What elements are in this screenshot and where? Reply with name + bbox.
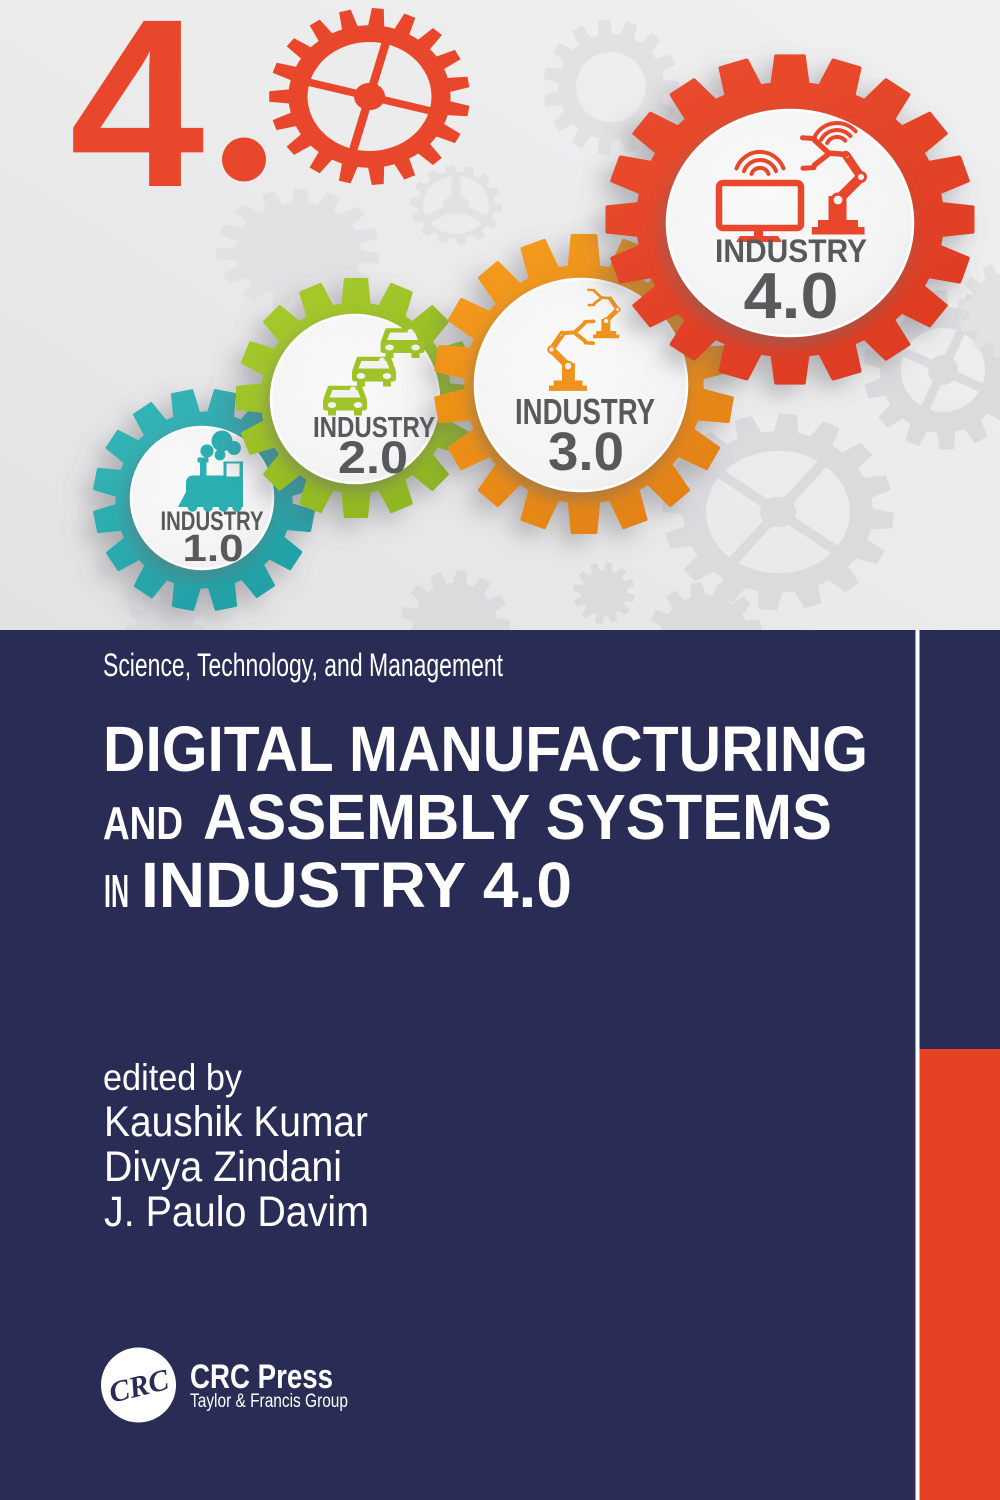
svg-text:INDUSTRY: INDUSTRY	[313, 412, 435, 444]
svg-text:INDUSTRY 4.0: INDUSTRY 4.0	[141, 849, 572, 921]
svg-text:AND: AND	[103, 797, 183, 849]
svg-text:Taylor & Francis Group: Taylor & Francis Group	[190, 1391, 348, 1412]
svg-text:INDUSTRY: INDUSTRY	[715, 233, 867, 269]
svg-text:1.0: 1.0	[183, 528, 244, 570]
svg-text:Divya Zindani: Divya Zindani	[104, 1143, 342, 1191]
svg-text:Science, Technology, and Manag: Science, Technology, and Management	[103, 647, 503, 683]
svg-text:J. Paulo Davim: J. Paulo Davim	[104, 1188, 369, 1236]
svg-text:IN: IN	[104, 865, 129, 917]
svg-text:Kaushik Kumar: Kaushik Kumar	[104, 1098, 368, 1146]
svg-text:ASSEMBLY SYSTEMS: ASSEMBLY SYSTEMS	[203, 781, 832, 853]
svg-text:4: 4	[70, 0, 205, 237]
svg-text:4.0: 4.0	[744, 259, 839, 332]
svg-text:INDUSTRY: INDUSTRY	[515, 391, 655, 432]
svg-text:edited by: edited by	[103, 1057, 242, 1098]
svg-text:DIGITAL MANUFACTURING: DIGITAL MANUFACTURING	[103, 713, 868, 785]
svg-text:3.0: 3.0	[548, 422, 624, 482]
svg-text:INDUSTRY: INDUSTRY	[161, 506, 264, 536]
svg-text:CRC Press: CRC Press	[190, 1358, 333, 1396]
svg-text:2.0: 2.0	[338, 432, 408, 483]
